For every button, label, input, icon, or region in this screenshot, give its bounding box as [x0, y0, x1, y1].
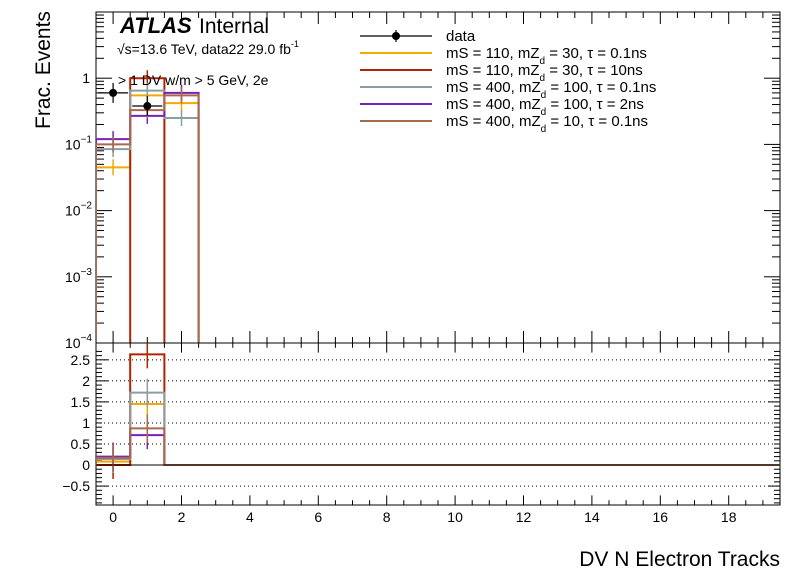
series-line	[96, 94, 200, 343]
ratio-y-tick-label: 2.5	[71, 352, 91, 368]
ratio-frame	[95, 342, 781, 506]
ratio-series-line	[96, 403, 780, 467]
x-tick-label: 18	[721, 509, 737, 525]
legend-entry-subscript: d	[541, 124, 547, 135]
ratio-y-tick-label: 0	[82, 457, 90, 473]
selection-label: > 1 DV w/m > 5 GeV, 2e	[118, 72, 269, 88]
x-tick-label: 4	[246, 509, 254, 525]
main-panel: 10−410−310−210−11	[65, 11, 781, 351]
legend-entry-main: mS = 400, mZ	[446, 79, 541, 96]
legend-entry-subscript: d	[541, 90, 547, 101]
legend-entry-tail: = 30, τ = 10ns	[545, 62, 643, 79]
y-tick-label: 10−3	[65, 267, 92, 285]
legend-entry-subscript: d	[540, 73, 546, 84]
y-tick-label-base: 10	[65, 335, 81, 351]
y-tick-label-exponent: −1	[81, 134, 93, 145]
y-tick-label: 10−1	[65, 134, 92, 152]
atlas-status-label: Internal	[199, 15, 269, 38]
ratio-y-tick-label: −0.5	[62, 478, 90, 494]
y-tick-label-exponent: −3	[81, 267, 93, 278]
y-tick-label: 10−4	[65, 333, 92, 351]
legend-entry-tail: = 30, τ = 0.1ns	[545, 45, 647, 62]
x-tick-label: 0	[109, 509, 117, 525]
legend-entry-main: mS = 400, mZ	[446, 96, 541, 113]
y-tick-label-base: 10	[65, 269, 81, 285]
legend-entry-main: mS = 400, mZ	[446, 113, 541, 130]
legend-entry-label: mS = 400, mZd = 100, τ = 2ns	[446, 96, 644, 118]
legend-data-label: data	[446, 28, 476, 45]
main-series-group	[96, 70, 200, 343]
x-tick-label: 10	[447, 509, 463, 525]
series-line	[96, 89, 200, 343]
legend-entry-main: mS = 110, mZ	[446, 45, 540, 62]
ratio-series-line	[96, 391, 780, 467]
y-tick-label: 1	[82, 70, 90, 86]
x-tick-label: 12	[516, 509, 532, 525]
legend-entry-tail: = 10, τ = 0.1ns	[546, 113, 648, 130]
ratio-y-tick-label: 1	[82, 415, 90, 431]
energy-label: √s=13.6 TeV, data22 29.0 fb-1	[117, 39, 299, 57]
y-tick-label: 10−2	[65, 201, 92, 219]
x-tick-label: 6	[314, 509, 322, 525]
y-tick-label-base: 10	[65, 203, 81, 219]
x-tick-label: 14	[584, 509, 600, 525]
y-axis-label: Frac. Events	[32, 11, 55, 129]
series-line	[96, 91, 200, 343]
energy-label-main: √s=13.6 TeV, data22 29.0 fb	[117, 41, 291, 57]
legend-entry-subscript: d	[541, 107, 547, 118]
ratio-series-group	[96, 343, 780, 480]
chart-labels: Frac. Events DV N Electron Tracks ATLAS …	[32, 11, 780, 571]
x-axis-label: DV N Electron Tracks	[579, 548, 780, 571]
ratio-y-tick-label: 2	[82, 373, 90, 389]
ratio-y-tick-label: 1.5	[71, 394, 91, 410]
energy-label-sup: -1	[291, 39, 299, 49]
x-tick-label: 8	[383, 509, 391, 525]
y-tick-label-exponent: −2	[81, 201, 93, 212]
ratio-series-line	[96, 427, 780, 467]
legend-entry-tail: = 100, τ = 2ns	[546, 96, 644, 113]
series-line	[96, 94, 200, 343]
x-tick-label: 16	[653, 509, 669, 525]
legend-entry-label: mS = 110, mZd = 30, τ = 0.1ns	[446, 45, 647, 67]
x-tick-label: 2	[178, 509, 186, 525]
y-tick-label-exponent: −4	[81, 333, 93, 344]
legend-entry-label: mS = 400, mZd = 100, τ = 0.1ns	[446, 79, 656, 101]
y-tick-label-base: 10	[65, 136, 81, 152]
atlas-label: ATLAS	[119, 13, 192, 38]
ratio-series-line	[96, 353, 780, 467]
ratio-y-tick-label: 0.5	[71, 436, 91, 452]
legend-entry-subscript: d	[540, 56, 546, 67]
data-point	[109, 88, 118, 97]
legend-entry-label: mS = 400, mZd = 10, τ = 0.1ns	[446, 113, 648, 135]
ratio-panel: 0 2 4 6 8 10 12 14 16 18 −0.5 0 0.5 1 1.5 2 2.5	[62, 342, 781, 525]
y-tick-label-base: 1	[82, 70, 90, 86]
legend-entry-label: mS = 110, mZd = 30, τ = 10ns	[446, 62, 643, 84]
legend-entry-main: mS = 110, mZ	[446, 62, 540, 79]
ratio-series-line	[96, 434, 780, 467]
legend-entry-tail: = 100, τ = 0.1ns	[546, 79, 656, 96]
data-point	[143, 102, 152, 111]
